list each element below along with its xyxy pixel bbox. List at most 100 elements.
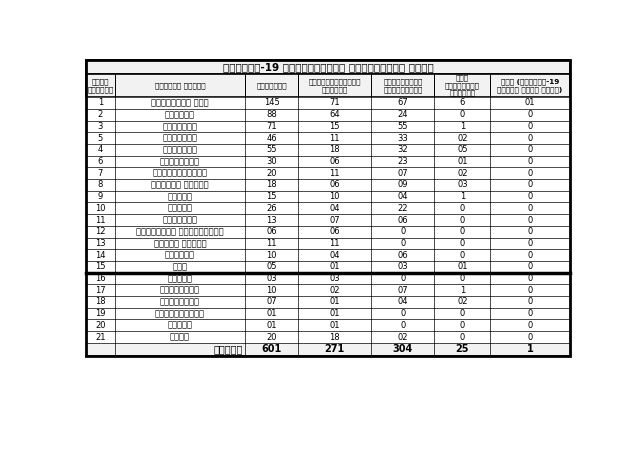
Text: 67: 67 [397, 99, 408, 108]
Text: ಶಿವಮೋಗ್ಗ: ಶಿವಮೋಗ್ಗ [160, 297, 200, 306]
Text: 03: 03 [266, 274, 277, 283]
Bar [86, 249, 570, 261]
Text: 46: 46 [266, 134, 277, 143]
Text: 1: 1 [98, 99, 103, 108]
Text: ಬೀದರ್: ಬೀದರ್ [168, 192, 193, 201]
Text: 3: 3 [98, 122, 103, 131]
Text: 0: 0 [527, 216, 532, 225]
Bar [86, 296, 570, 308]
Text: 18: 18 [95, 297, 106, 306]
Text: 24: 24 [397, 110, 408, 119]
Bar [86, 167, 570, 179]
Text: 10: 10 [266, 251, 276, 260]
Text: 0: 0 [460, 110, 465, 119]
Text: 03: 03 [330, 274, 340, 283]
Text: 32: 32 [397, 145, 408, 154]
Text: 06: 06 [397, 216, 408, 225]
Text: 02: 02 [457, 297, 468, 306]
Text: ಬಳ್ಳಾರಿ: ಬಳ್ಳಾರಿ [163, 216, 197, 225]
Text: 15: 15 [330, 122, 340, 131]
Text: 16: 16 [95, 274, 106, 283]
Text: 01: 01 [457, 262, 468, 271]
Bar [86, 74, 570, 97]
Text: 33: 33 [397, 134, 408, 143]
Text: 18: 18 [266, 180, 277, 189]
Text: 88: 88 [266, 110, 277, 119]
Text: 71: 71 [330, 99, 340, 108]
Text: 01: 01 [330, 262, 340, 271]
Text: 06: 06 [330, 227, 340, 236]
Bar [86, 109, 570, 121]
Text: 0: 0 [527, 297, 532, 306]
Text: 11: 11 [330, 169, 340, 178]
Text: 0: 0 [527, 110, 532, 119]
Text: 02: 02 [330, 286, 340, 295]
Text: ಮರಣ (ಕೋವಿಡ್-19
ಹೋರತು ಅನ್ಯ ಕಾರಣ): ಮರಣ (ಕೋವಿಡ್-19 ಹೋರತು ಅನ್ಯ ಕಾರಣ) [497, 78, 563, 93]
Text: 0: 0 [527, 169, 532, 178]
Text: ವಿಜಯಪುರ: ವಿಜಯಪುರ [163, 134, 197, 143]
Bar [86, 261, 570, 273]
Text: ಬೆಳಗಾವಿ: ಬೆಳಗಾವಿ [163, 122, 197, 131]
Bar [86, 308, 570, 320]
Text: 0: 0 [460, 309, 465, 318]
Text: 304: 304 [393, 344, 413, 355]
Text: ಚಿತ್ರದುರ್ಗ: ಚಿತ್ರದುರ್ಗ [155, 309, 205, 318]
Bar [86, 179, 570, 191]
Text: ಬೆಂಗಳೂರು ನಗರ: ಬೆಂಗಳೂರು ನಗರ [151, 99, 209, 108]
Text: 0: 0 [527, 145, 532, 154]
Text: 09: 09 [397, 180, 408, 189]
Text: 02: 02 [457, 134, 468, 143]
Text: 03: 03 [397, 262, 408, 271]
Text: ದಾವಣಗೆರೆ: ದಾವಣಗೆರೆ [160, 157, 200, 166]
Bar [86, 320, 570, 331]
Text: 4: 4 [98, 145, 103, 154]
Text: 01: 01 [330, 297, 340, 306]
Text: 0: 0 [527, 134, 532, 143]
Text: 26: 26 [266, 204, 277, 213]
Text: 0: 0 [460, 227, 465, 236]
Bar [86, 343, 570, 356]
Bar [86, 132, 570, 144]
Text: 25: 25 [456, 344, 469, 355]
Text: 601: 601 [261, 344, 282, 355]
Text: 06: 06 [397, 251, 408, 260]
Text: 21: 21 [95, 333, 106, 342]
Text: 11: 11 [95, 216, 106, 225]
Text: 06: 06 [266, 227, 277, 236]
Text: 15: 15 [95, 262, 106, 271]
Text: 15: 15 [266, 192, 276, 201]
Text: ಬಹುಗಂಡಿಯಾದವರ
ಸಂಖ್ಯೆ: ಬಹುಗಂಡಿಯಾದವರ ಸಂಖ್ಯೆ [308, 78, 361, 93]
Bar [86, 156, 570, 167]
Text: 04: 04 [330, 204, 340, 213]
Text: ಉಡುಪಿ: ಉಡುಪಿ [168, 274, 193, 283]
Text: 0: 0 [527, 227, 532, 236]
Text: 04: 04 [397, 297, 408, 306]
Text: ಇತರೆ: ಇತರೆ [170, 333, 190, 342]
Text: 01: 01 [330, 309, 340, 318]
Text: 13: 13 [95, 239, 106, 248]
Text: 23: 23 [397, 157, 408, 166]
Text: 1: 1 [527, 344, 534, 355]
Text: ಕಲಬುರಗಿ: ಕಲಬುರಗಿ [163, 145, 197, 154]
Text: ಕೊಡಗು: ಕೊಡಗು [168, 321, 193, 330]
Bar [86, 273, 570, 284]
Text: 0: 0 [527, 321, 532, 330]
Text: 6: 6 [460, 99, 465, 108]
Text: 0: 0 [527, 274, 532, 283]
Text: 0: 0 [527, 286, 532, 295]
Text: ಬೆಂಗಳೂರು ಗ್ರಾಮಾಂತರ: ಬೆಂಗಳೂರು ಗ್ರಾಮಾಂತರ [136, 227, 223, 236]
Text: 145: 145 [264, 99, 280, 108]
Text: 0: 0 [527, 180, 532, 189]
Text: ದಾವಣಗೆರೆ: ದಾವಣಗೆರೆ [160, 286, 200, 295]
Bar [86, 60, 570, 356]
Text: 1: 1 [460, 192, 465, 201]
Text: 30: 30 [266, 157, 277, 166]
Text: 0: 0 [460, 204, 465, 213]
Text: ಮಂಡ್ಯ: ಮಂಡ್ಯ [168, 204, 193, 213]
Text: 22: 22 [397, 204, 408, 213]
Text: 0: 0 [527, 239, 532, 248]
Text: 07: 07 [266, 297, 277, 306]
Text: ಕ್ರಿಯಾಶೀಲ
ಪ್ರಕರಣಗಳು: ಕ್ರಿಯಾಶೀಲ ಪ್ರಕರಣಗಳು [383, 78, 422, 93]
Text: 0: 0 [400, 227, 406, 236]
Text: 1: 1 [460, 122, 465, 131]
